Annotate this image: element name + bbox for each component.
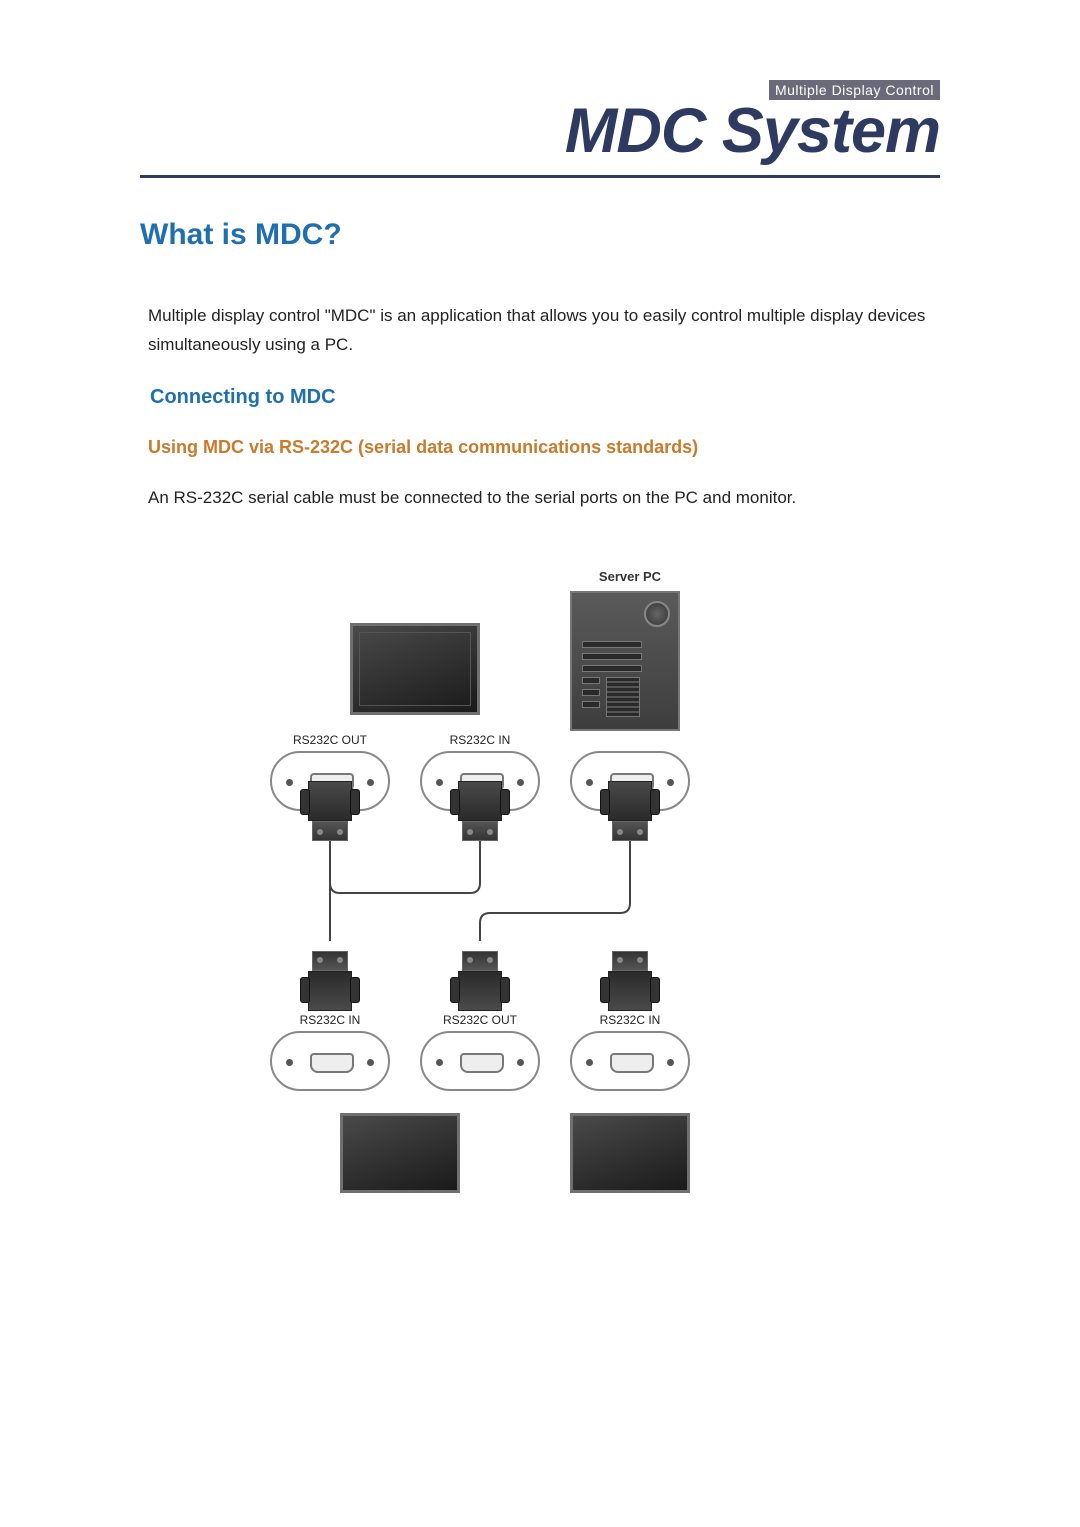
cable-connector-icon bbox=[452, 781, 508, 851]
monitor-icon bbox=[340, 1113, 460, 1193]
port-panel bbox=[570, 1031, 690, 1091]
port-label-r2c3: RS232C IN bbox=[570, 1013, 690, 1027]
cable-connector-icon bbox=[602, 781, 658, 851]
logo-block: Multiple Display Control MDC System bbox=[140, 80, 940, 178]
monitor-icon bbox=[570, 1113, 690, 1193]
intro-paragraph: Multiple display control "MDC" is an app… bbox=[140, 302, 940, 360]
heading-what-is-mdc: What is MDC? bbox=[140, 218, 940, 252]
port-label-r1c1: RS232C OUT bbox=[270, 733, 390, 747]
heading-connecting: Connecting to MDC bbox=[140, 386, 940, 409]
cable-connector-icon bbox=[302, 941, 358, 1011]
page: Multiple Display Control MDC System What… bbox=[0, 0, 1080, 1313]
port-panel bbox=[420, 1031, 540, 1091]
connection-diagram: Server PC RS232C OUT RS232C IN RS232C IN bbox=[270, 573, 810, 1253]
port-label-r2c2: RS232C OUT bbox=[420, 1013, 540, 1027]
port-label-r1c2: RS232C IN bbox=[420, 733, 540, 747]
logo-main: MDC System bbox=[140, 100, 940, 163]
heading-rs232c: Using MDC via RS-232C (serial data commu… bbox=[140, 437, 940, 458]
port-panel bbox=[270, 1031, 390, 1091]
cable-connector-icon bbox=[602, 941, 658, 1011]
monitor-icon bbox=[350, 623, 480, 715]
rs232c-paragraph: An RS-232C serial cable must be connecte… bbox=[140, 484, 940, 513]
server-pc-label: Server PC bbox=[570, 569, 690, 584]
port-label-r2c1: RS232C IN bbox=[270, 1013, 390, 1027]
cable-connector-icon bbox=[302, 781, 358, 851]
cable-connector-icon bbox=[452, 941, 508, 1011]
server-pc-icon bbox=[570, 591, 680, 731]
